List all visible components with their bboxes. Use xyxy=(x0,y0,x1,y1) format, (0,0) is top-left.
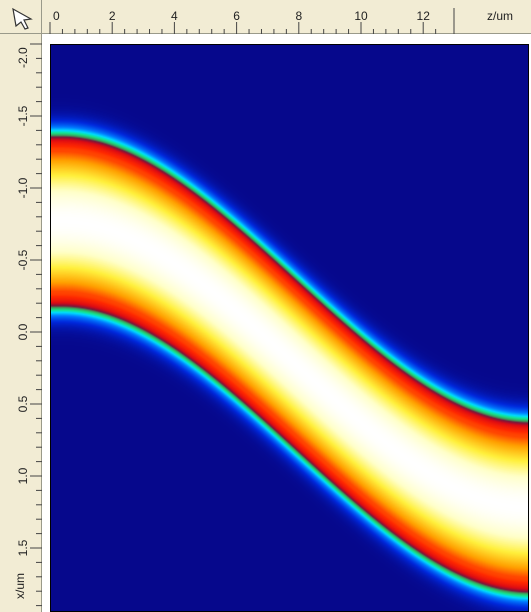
v-tick-label: -1.5 xyxy=(16,105,30,126)
h-tick-label: 2 xyxy=(109,9,116,23)
h-tick-label: 12 xyxy=(417,9,431,23)
h-tick-label: 10 xyxy=(354,9,368,23)
h-tick-label: 0 xyxy=(53,9,60,23)
plot-area[interactable] xyxy=(42,34,531,612)
v-tick-label: 1.0 xyxy=(16,467,30,484)
pointer-arrow-icon xyxy=(12,7,33,30)
v-tick-label: 0.0 xyxy=(16,323,30,340)
h-tick-label: 8 xyxy=(295,9,302,23)
h-unit-label: z/um xyxy=(487,9,513,23)
h-tick-label: 6 xyxy=(233,9,240,23)
vertical-ruler[interactable]: -2.0 -1.5 -1.0 -0.5 0.0 0.5 1.0 1.5 x/um xyxy=(0,34,42,612)
v-tick-label: -1.0 xyxy=(16,177,30,198)
intensity-field-plot[interactable] xyxy=(50,44,529,612)
ruler-corner-tool[interactable] xyxy=(0,0,42,34)
h-tick-label: 4 xyxy=(171,9,178,23)
v-tick-label: -0.5 xyxy=(16,249,30,270)
intensity-heatmap xyxy=(51,45,528,611)
v-tick-label: 1.5 xyxy=(16,539,30,556)
v-tick-label: -2.0 xyxy=(16,47,30,68)
v-tick-label: 0.5 xyxy=(16,395,30,412)
horizontal-ruler[interactable]: 0 2 4 6 8 10 12 z/um xyxy=(42,0,531,34)
v-unit-label: x/um xyxy=(13,573,27,599)
